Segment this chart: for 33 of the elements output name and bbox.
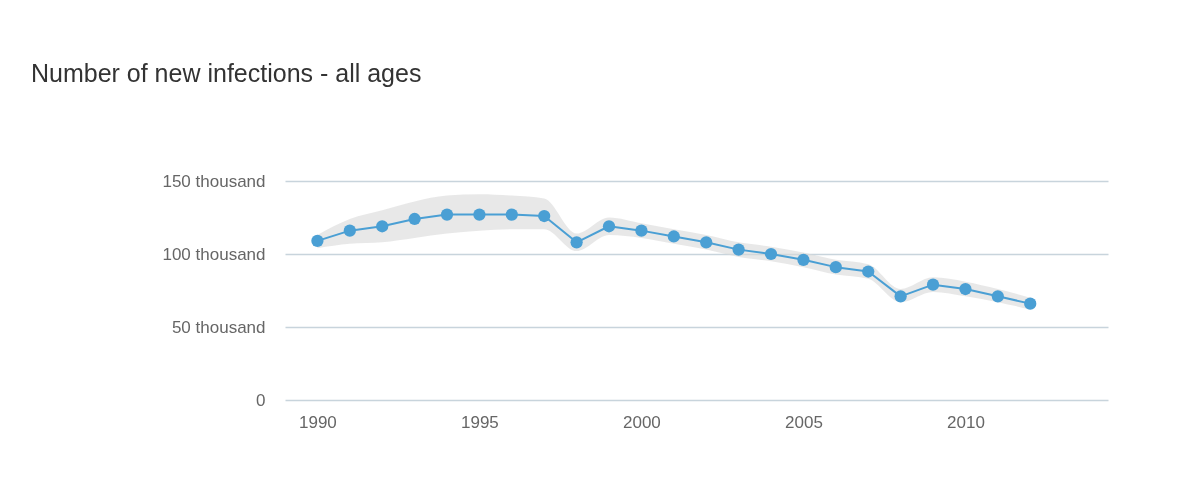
x-tick-label: 1995 [461,412,499,432]
point [797,253,810,266]
point [635,224,648,237]
point [894,290,907,303]
point [408,212,421,226]
point [505,208,518,221]
point [473,208,486,221]
point [1024,297,1037,310]
point [440,208,454,221]
point [991,290,1004,303]
x-tick-label: 1990 [298,412,337,432]
point [343,224,356,237]
point [602,220,616,233]
point [700,236,713,249]
point [764,247,778,261]
y-tick-label: 50 thousand [171,317,266,337]
point [570,236,583,249]
point [311,234,324,247]
point [376,220,389,233]
y-tick-label: 100 thousand [162,244,266,264]
x-tick-label: 2010 [947,412,985,432]
point [926,278,940,291]
point [667,230,680,243]
chart-title: Number of new infections - all ages [30,59,422,87]
point [538,209,551,223]
x-tick-label: 2000 [623,412,661,432]
point [732,243,745,256]
point [862,265,875,278]
point [829,261,842,274]
x-tick-label: 2005 [785,412,823,432]
y-tick-label: 0 [256,390,266,410]
point [959,282,972,296]
y-tick-label: 150 thousand [162,171,266,191]
